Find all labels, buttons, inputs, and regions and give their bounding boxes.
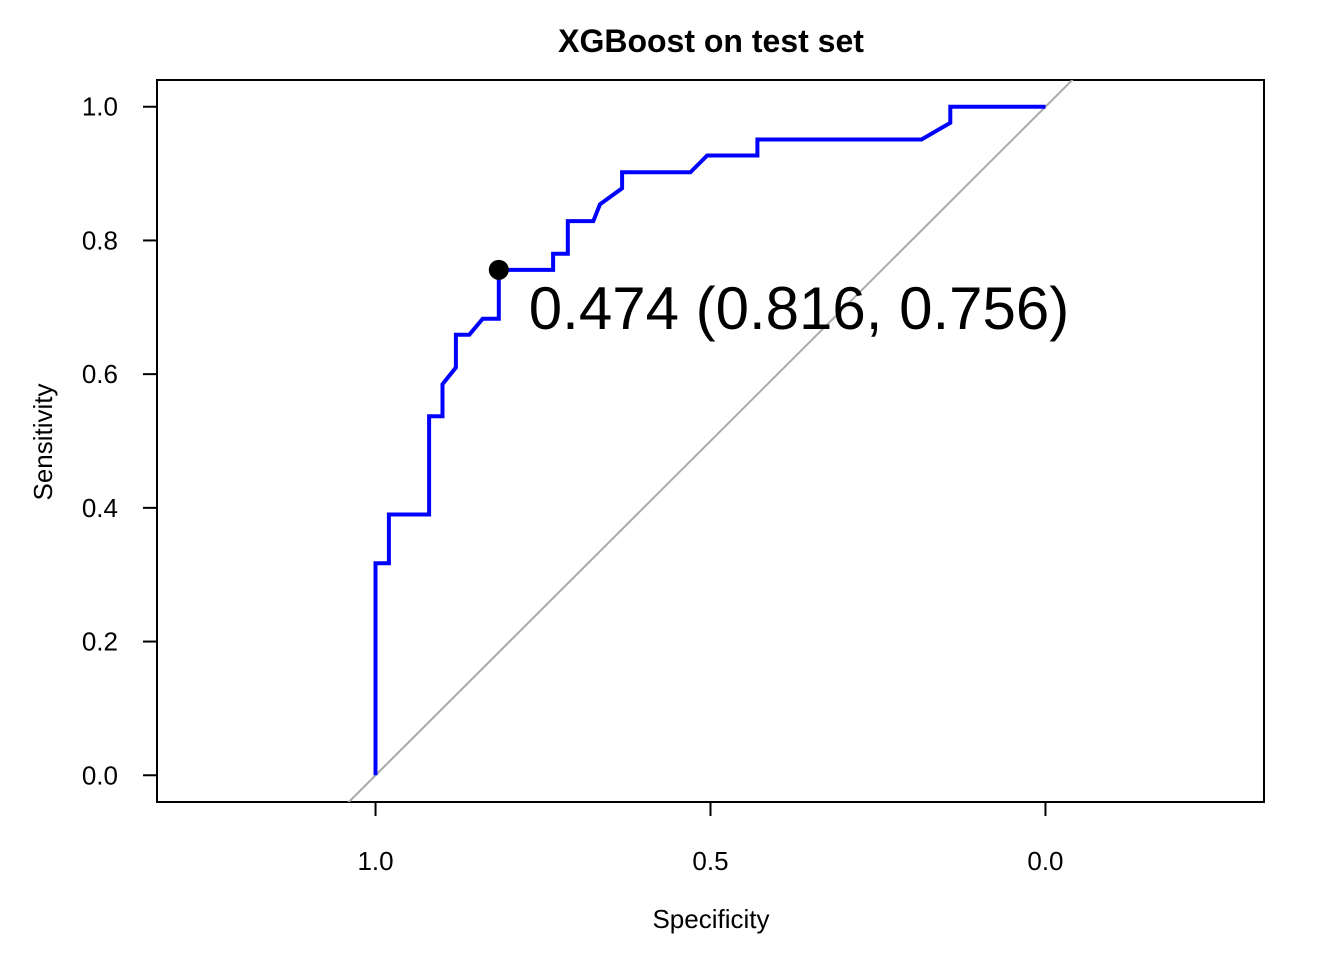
reference-diagonal-line [347, 80, 1074, 802]
y-axis-title: Sensitivity [28, 383, 58, 500]
y-tick-label: 0.8 [82, 225, 118, 255]
x-tick-label: 0.5 [692, 846, 728, 876]
x-axis-title: Specificity [652, 904, 769, 934]
x-tick-label: 1.0 [357, 846, 393, 876]
best-threshold-point [488, 259, 509, 280]
chart-title: XGBoost on test set [558, 23, 864, 59]
x-tick-label: 0.0 [1027, 846, 1063, 876]
best-threshold-label: 0.474 (0.816, 0.756) [529, 275, 1069, 342]
plot-layer: 0.474 (0.816, 0.756) [347, 80, 1074, 802]
y-tick-label: 0.4 [82, 493, 118, 523]
y-axis: 0.0 0.2 0.4 0.6 0.8 1.0 [82, 92, 158, 790]
roc-curve [373, 104, 1046, 776]
y-tick-label: 0.6 [82, 359, 118, 389]
y-tick-label: 1.0 [82, 92, 118, 122]
x-axis: 1.0 0.5 0.0 [357, 801, 1064, 876]
y-tick-label: 0.2 [82, 627, 118, 657]
y-tick-label: 0.0 [82, 760, 118, 790]
